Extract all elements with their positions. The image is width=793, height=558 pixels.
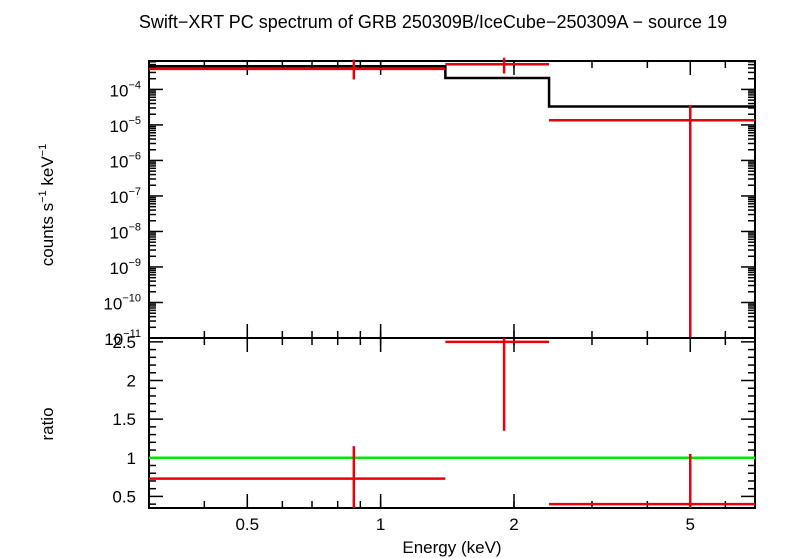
x-axis: 0.5 1 2 5 [235, 338, 695, 534]
y-tick-exponent: −6 [128, 150, 141, 162]
y-tick-label: 10−8 [110, 221, 141, 242]
y-tick-label: 10−10 [103, 292, 141, 313]
y-tick-exponent: −7 [128, 186, 141, 198]
y-tick-label: 2.5 [112, 333, 136, 352]
y-tick-base: 10 [103, 294, 122, 313]
y-tick-label: 10−4 [110, 79, 141, 100]
y-tick-label: 0.5 [112, 487, 136, 506]
y-tick-exponent: −8 [128, 221, 141, 233]
ratio-panel: 0.5 1 1.5 2 2.5 0.5 1 2 5 ratio [38, 333, 756, 534]
model-steps [149, 64, 755, 108]
y-tick-label: 2 [127, 372, 136, 391]
y-tick-label: 10−5 [110, 115, 141, 136]
spectrum-minor-ticks [148, 61, 756, 338]
y-tick-base: 10 [110, 188, 129, 207]
ratio-minor-ticks [148, 338, 756, 508]
x-tick-label: 2 [509, 515, 518, 534]
y-tick-base: 10 [110, 152, 129, 171]
y-label-kev: keV [38, 156, 57, 191]
spectrum-x-ticks [246, 61, 692, 338]
y-tick-exponent: −9 [128, 257, 141, 269]
y-tick-base: 10 [110, 81, 129, 100]
chart-title: Swift−XRT PC spectrum of GRB 250309B/Ice… [139, 12, 727, 32]
y-tick-base: 10 [110, 117, 129, 136]
ratio-y-label: ratio [38, 407, 57, 440]
y-tick-base: 10 [110, 259, 129, 278]
x-axis-label: Energy (keV) [402, 538, 501, 557]
data-points [149, 57, 755, 338]
y-label-exp-2: −1 [37, 144, 49, 157]
y-tick-label: 10−6 [110, 150, 141, 171]
spectrum-panel-frame [148, 60, 756, 339]
y-tick-exponent: −11 [123, 328, 141, 340]
y-tick-exponent: −4 [128, 79, 141, 91]
y-tick-label: 1.5 [112, 410, 136, 429]
y-tick-label: 10−11 [104, 328, 141, 349]
x-tick-label: 5 [686, 515, 695, 534]
spectrum-y-label: counts s−1 keV−1 [37, 144, 57, 266]
y-tick-base: 10 [110, 223, 129, 242]
model-step-line [149, 64, 755, 108]
y-tick-exponent: −5 [128, 115, 141, 127]
x-tick-label: 1 [376, 515, 385, 534]
y-tick-label: 1 [127, 449, 136, 468]
y-tick-label: 10−7 [110, 186, 141, 207]
ratio-points [149, 338, 755, 508]
y-tick-exponent: −10 [122, 292, 141, 304]
y-label-exp-1: −1 [37, 190, 49, 203]
x-tick-label: 0.5 [235, 515, 259, 534]
ratio-y-axis: 0.5 1 1.5 2 2.5 [112, 333, 755, 506]
y-tick-label: 10−9 [110, 257, 141, 278]
y-label-counts: counts s [38, 203, 57, 266]
ratio-panel-frame [148, 337, 756, 509]
y-tick-base: 10 [104, 330, 123, 349]
